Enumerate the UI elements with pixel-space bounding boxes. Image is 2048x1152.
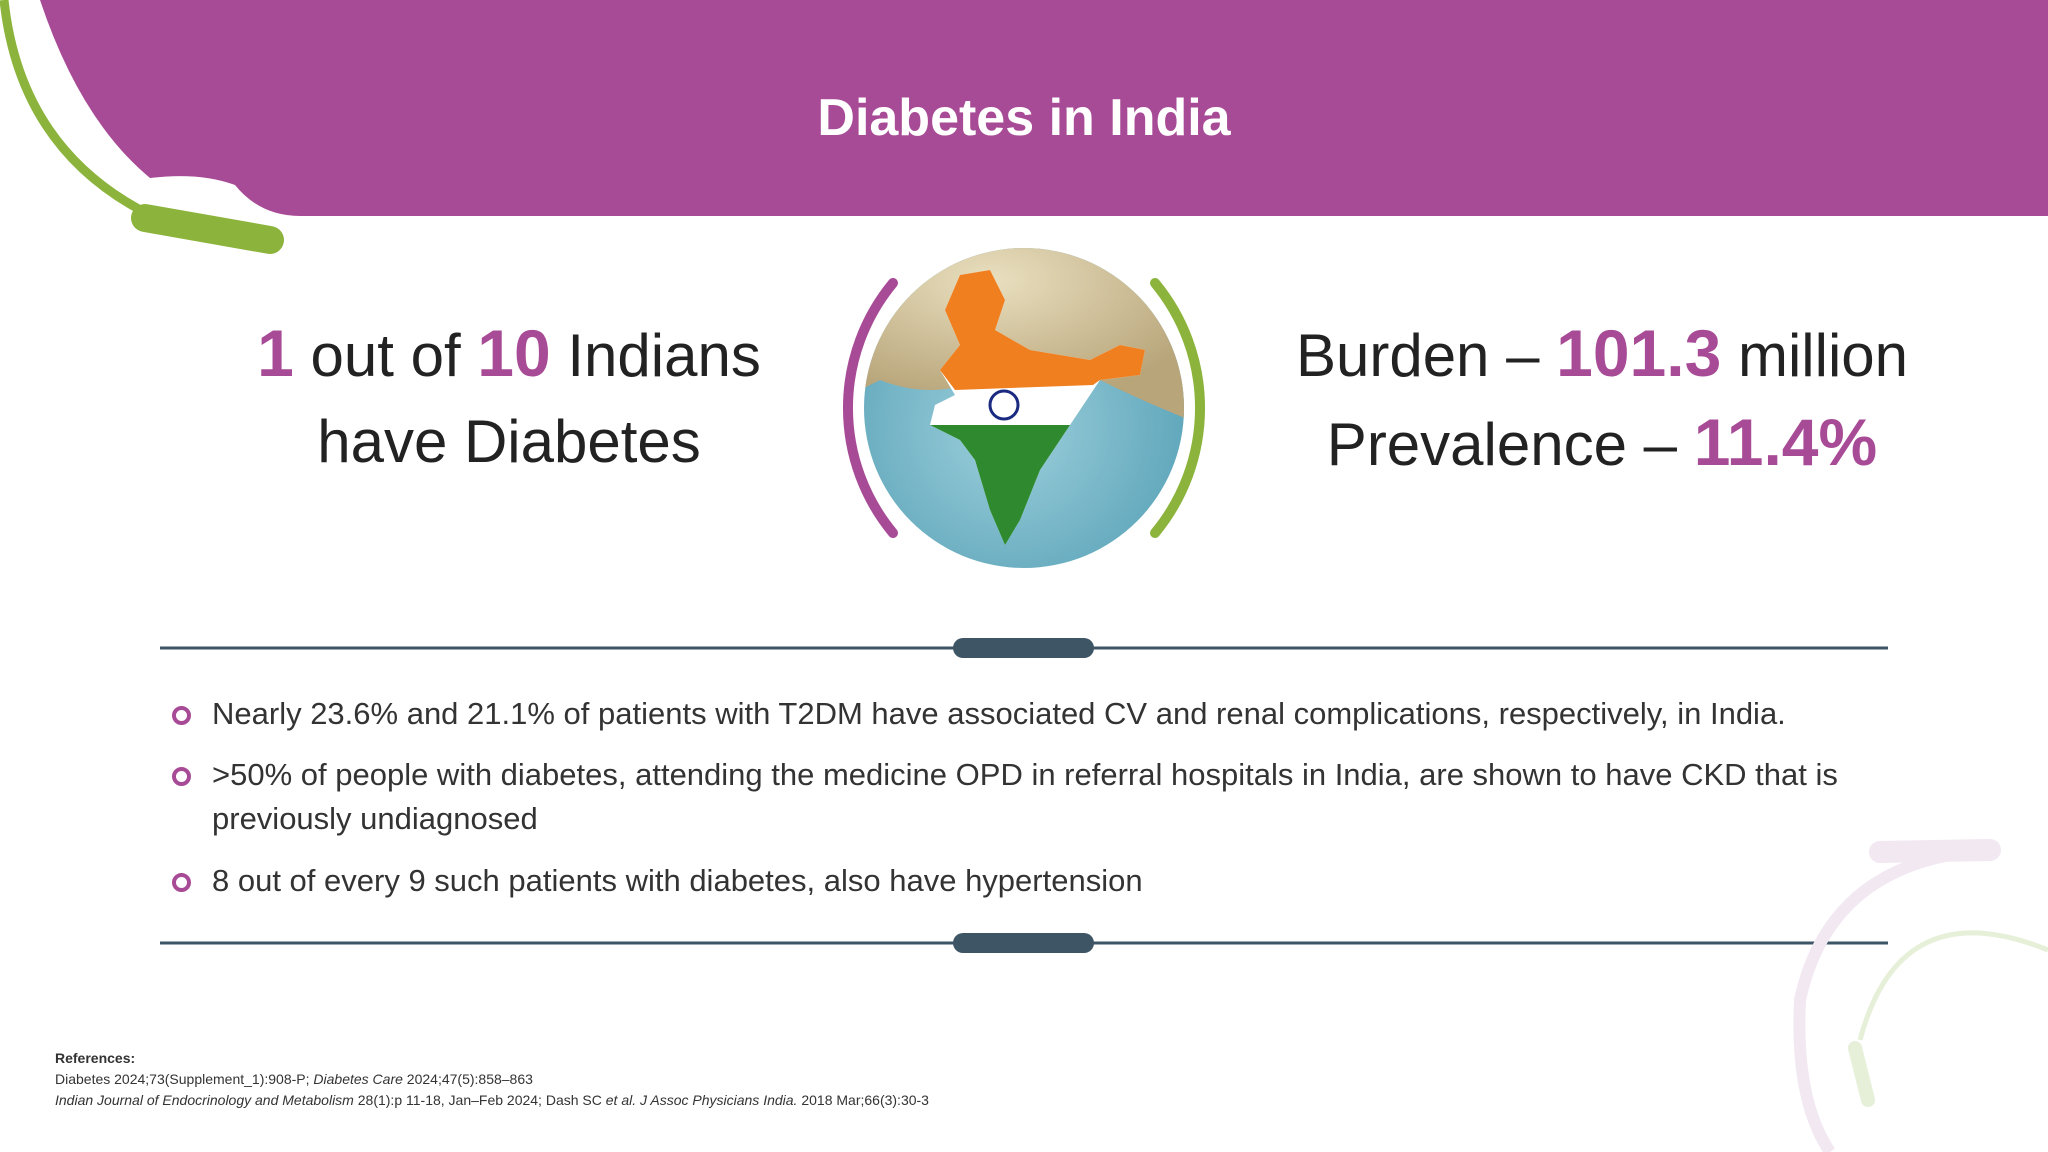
stat-right: Burden – 101.3 million Prevalence – 11.4… xyxy=(1262,310,1942,488)
bullet-text: >50% of people with diabetes, attending … xyxy=(212,757,1838,836)
stat-number: 10 xyxy=(477,316,551,390)
accent-arc xyxy=(1793,844,1991,1152)
reference-part: Indian Journal of Endocrinology and Meta… xyxy=(55,1092,354,1108)
bullet-text: 8 out of every 9 such patients with diab… xyxy=(212,863,1143,898)
slide-title: Diabetes in India xyxy=(817,89,1231,147)
reference-part: Diabetes Care xyxy=(313,1071,403,1087)
reference: Indian Journal of Endocrinology and Meta… xyxy=(55,1092,929,1108)
bullet-icon xyxy=(172,767,191,786)
reference-part: 2018 Mar;66(3):30-3 xyxy=(801,1092,929,1108)
divider-pill xyxy=(953,933,1094,953)
header-band xyxy=(40,0,2048,216)
accent-arc xyxy=(842,278,898,538)
reference-part: et al. J Assoc Physicians India. xyxy=(605,1092,798,1108)
divider-pill xyxy=(953,638,1094,658)
stat-text: Burden – xyxy=(1295,322,1540,389)
india-map xyxy=(864,248,1184,568)
reference: Diabetes 2024;73(Supplement_1):908-P; Di… xyxy=(55,1071,533,1087)
stat-number: 11.4% xyxy=(1693,405,1878,479)
accent-arc xyxy=(0,0,153,220)
stat-number: 1 xyxy=(257,316,294,390)
bullet-text: Nearly 23.6% and 21.1% of patients with … xyxy=(212,696,1786,731)
stat-text: Indians xyxy=(567,322,761,389)
accent-arc xyxy=(1150,278,1206,538)
stat-text: million xyxy=(1737,322,1909,389)
accent-bar xyxy=(1848,1041,1875,1107)
accent-bar xyxy=(131,204,284,254)
bullet-icon xyxy=(172,706,191,725)
stat-number: 101.3 xyxy=(1556,316,1722,390)
reference-part: 2024;47(5):858–863 xyxy=(406,1071,533,1087)
stat-text: have Diabetes xyxy=(317,408,701,475)
stat-text: Prevalence – xyxy=(1326,411,1678,478)
accent-arc xyxy=(1857,930,2048,1041)
reference-part: 28(1):p 11-18, Jan–Feb 2024; Dash SC xyxy=(357,1092,602,1108)
references-heading: References: xyxy=(55,1050,136,1066)
accent-bar xyxy=(1869,839,2001,863)
bullet-icon xyxy=(172,873,191,892)
stat-text: out of xyxy=(310,322,461,389)
stat-left: 1 out of 10 Indians have Diabetes xyxy=(209,310,809,485)
reference-part: Diabetes 2024;73(Supplement_1):908-P; xyxy=(55,1071,310,1087)
